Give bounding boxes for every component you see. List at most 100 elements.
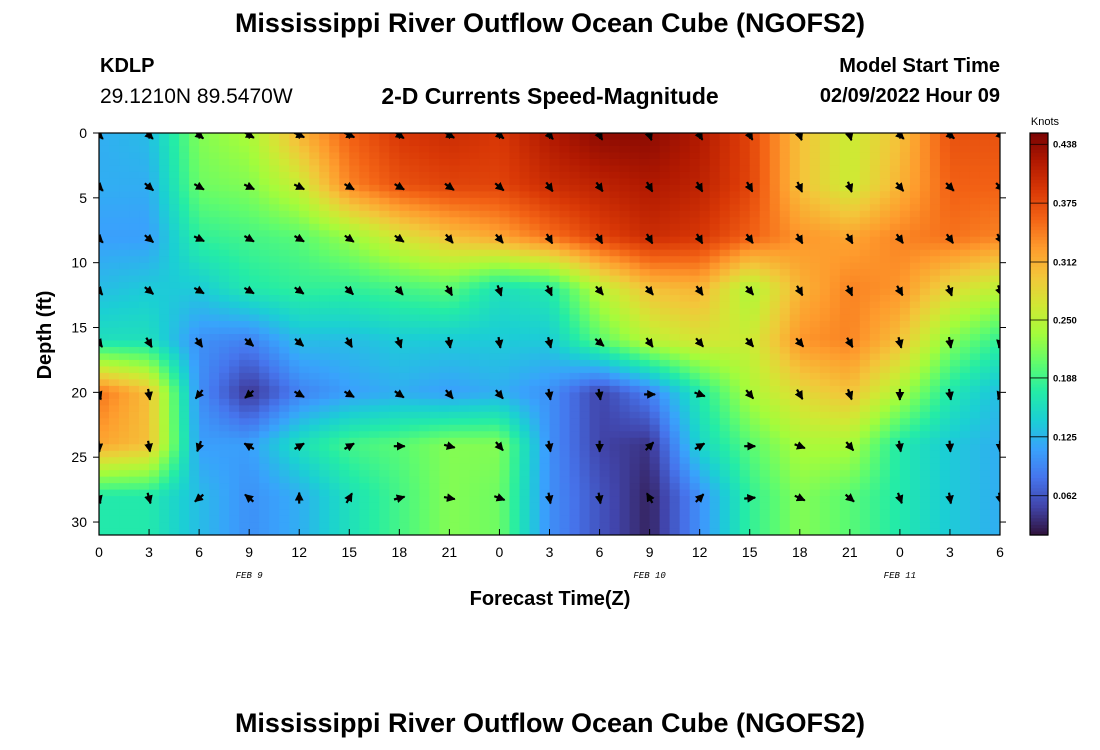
heatmap-cell: [149, 385, 160, 393]
heatmap-cell: [269, 262, 280, 270]
heatmap-cell: [599, 444, 611, 452]
heatmap-cell: [979, 269, 991, 277]
heatmap-cell: [659, 184, 671, 192]
heatmap-cell: [959, 243, 971, 251]
heatmap-cell: [449, 158, 460, 167]
heatmap-cell: [99, 463, 110, 471]
heatmap-cell: [329, 431, 340, 439]
heatmap-cell: [669, 256, 681, 264]
heatmap-cell: [269, 379, 280, 387]
heatmap-cell: [809, 171, 821, 179]
heatmap-cell: [419, 411, 430, 419]
heatmap-cell: [779, 295, 791, 303]
heatmap-cell: [659, 262, 671, 270]
heatmap-cell: [419, 249, 430, 257]
heatmap-cell: [689, 476, 701, 484]
heatmap-cell: [389, 450, 400, 458]
heatmap-cell: [199, 308, 210, 316]
heatmap-cell: [429, 437, 440, 445]
heatmap-cell: [309, 385, 320, 393]
heatmap-cell: [319, 385, 330, 393]
heatmap-cell: [669, 308, 681, 316]
heatmap-cell: [579, 372, 591, 380]
heatmap-cell: [909, 223, 921, 231]
heatmap-cell: [849, 334, 861, 342]
heatmap-cell: [529, 152, 541, 160]
heatmap-cell: [679, 431, 691, 439]
heatmap-cell: [449, 321, 460, 329]
heatmap-cell: [819, 204, 831, 212]
heatmap-cell: [759, 444, 771, 452]
heatmap-cell: [339, 262, 350, 270]
heatmap-cell: [709, 249, 721, 257]
heatmap-cell: [119, 398, 130, 406]
heatmap-cell: [189, 353, 200, 361]
heatmap-cell: [669, 269, 681, 277]
heatmap-cell: [179, 204, 190, 212]
heatmap-cell: [599, 191, 611, 199]
heatmap-cell: [949, 236, 961, 244]
heatmap-cell: [99, 275, 110, 283]
heatmap-cell: [439, 249, 450, 257]
heatmap-cell: [519, 385, 531, 393]
heatmap-cell: [269, 437, 280, 445]
heatmap-cell: [969, 379, 981, 387]
heatmap-cell: [609, 470, 621, 478]
heatmap-cell: [719, 269, 731, 277]
heatmap-cell: [119, 282, 130, 290]
heatmap-cell: [569, 327, 581, 335]
heatmap-cell: [989, 249, 1000, 257]
heatmap-cell: [759, 450, 771, 458]
heatmap-cell: [399, 398, 410, 406]
heatmap-cell: [709, 275, 721, 283]
heatmap-cell: [119, 424, 130, 432]
heatmap-cell: [559, 269, 571, 277]
heatmap-cell: [179, 457, 190, 465]
heatmap-cell: [319, 392, 330, 400]
heatmap-cell: [519, 424, 531, 432]
heatmap-cell: [789, 249, 801, 257]
heatmap-cell: [119, 321, 130, 329]
heatmap-cell: [449, 295, 460, 303]
heatmap-cell: [939, 470, 951, 478]
heatmap-cell: [99, 295, 110, 303]
heatmap-cell: [569, 424, 581, 432]
heatmap-cell: [509, 334, 521, 342]
heatmap-cell: [859, 340, 871, 348]
heatmap-cell: [989, 197, 1000, 205]
heatmap-cell: [429, 236, 440, 244]
heatmap-cell: [669, 346, 681, 355]
heatmap-cell: [179, 431, 190, 439]
heatmap-cell: [599, 269, 611, 277]
heatmap-cell: [109, 457, 120, 465]
heatmap-cell: [989, 139, 1000, 147]
heatmap-cell: [459, 346, 471, 355]
heatmap-cell: [949, 171, 961, 179]
heatmap-cell: [369, 301, 380, 309]
heatmap-cell: [949, 197, 961, 205]
heatmap-cell: [789, 308, 801, 316]
heatmap-cell: [509, 470, 521, 478]
heatmap-cell: [869, 411, 881, 419]
heatmap-cell: [259, 249, 270, 257]
heatmap-cell: [649, 178, 661, 186]
heatmap-cell: [409, 243, 420, 251]
heatmap-cell: [229, 249, 240, 257]
heatmap-cell: [279, 308, 290, 316]
heatmap-cell: [389, 165, 400, 173]
heatmap-cell: [129, 191, 140, 199]
heatmap-cell: [479, 249, 491, 257]
heatmap-cell: [819, 269, 831, 277]
heatmap-cell: [599, 411, 611, 419]
heatmap-cell: [219, 483, 230, 491]
heatmap-cell: [249, 152, 260, 160]
heatmap-cell: [579, 178, 591, 186]
heatmap-cell: [379, 346, 390, 355]
heatmap-cell: [969, 184, 981, 192]
heatmap-cell: [259, 457, 270, 465]
heatmap-cell: [549, 321, 561, 329]
heatmap-cell: [919, 145, 931, 154]
heatmap-cell: [239, 450, 250, 458]
heatmap-cell: [639, 191, 651, 199]
heatmap-cell: [909, 457, 921, 465]
